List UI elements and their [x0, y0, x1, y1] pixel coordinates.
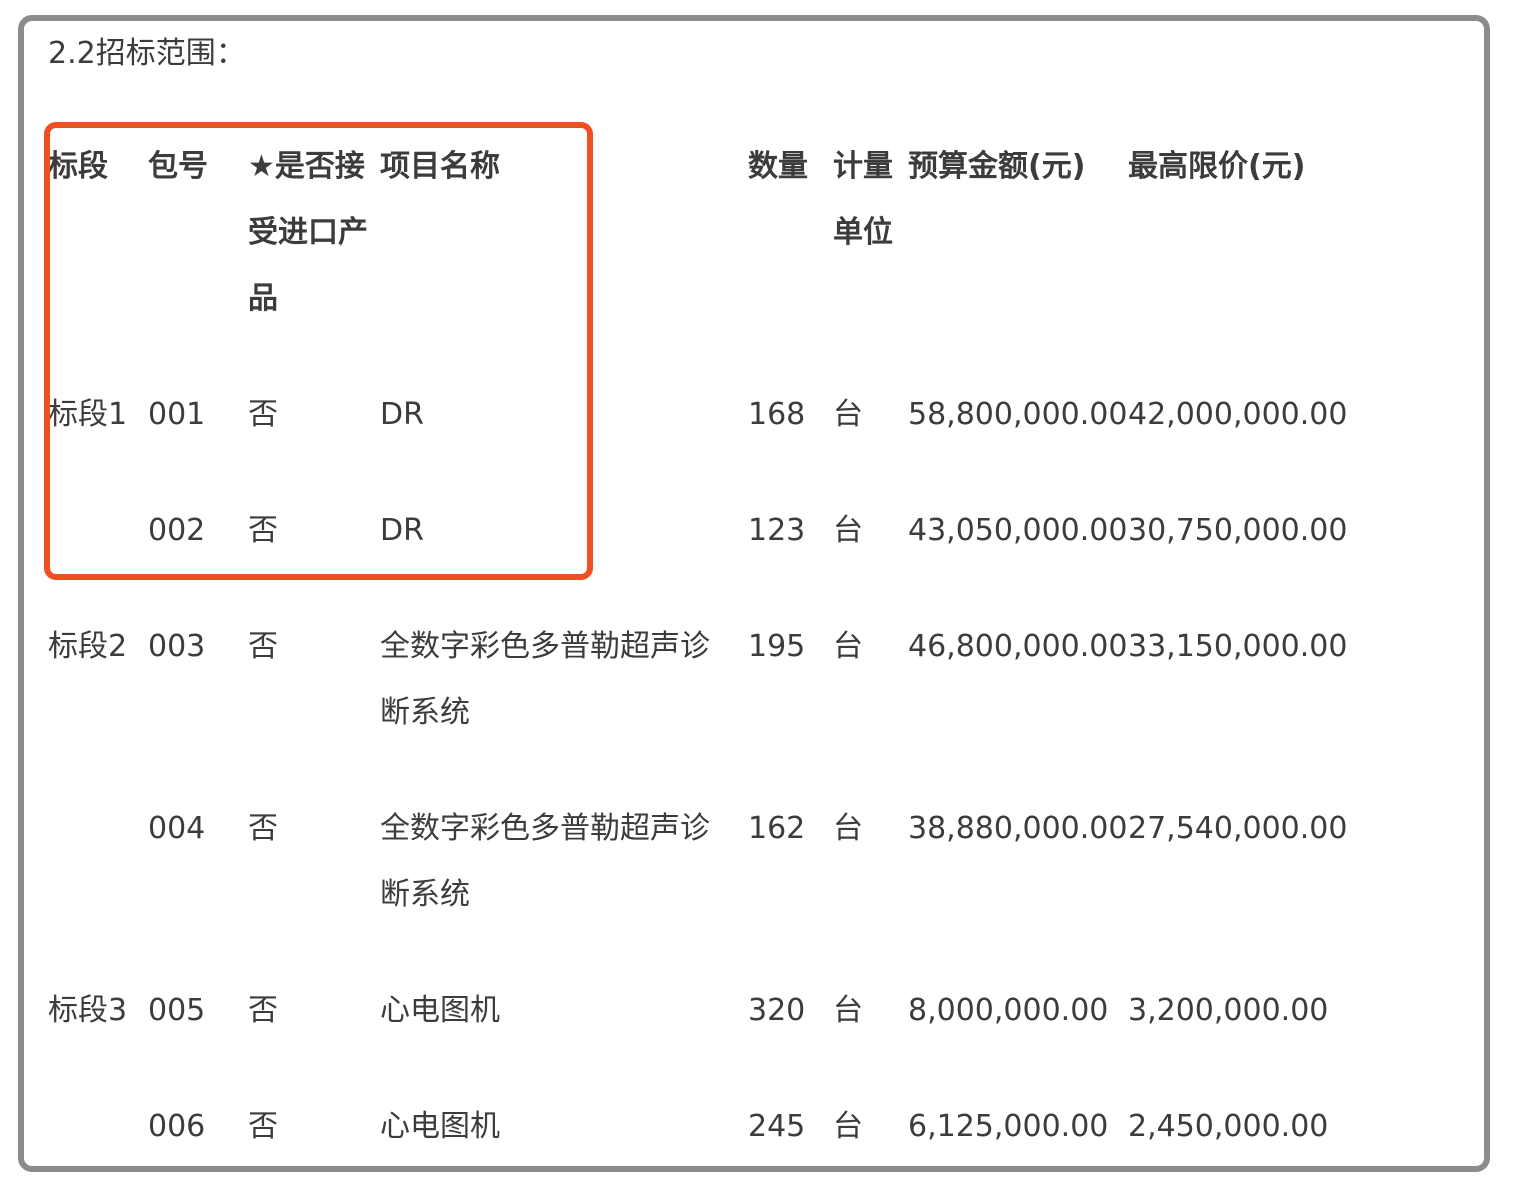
cell-quantity: 320: [748, 993, 806, 1028]
cell-quantity: 195: [748, 629, 806, 664]
cell-accept-import: 否: [248, 513, 278, 548]
cell-package-no: 006: [148, 1109, 206, 1144]
table-row: 004 否 全数字彩色多普勒超声诊断系统 162 台 38,880,000.00…: [48, 771, 1478, 953]
cell-budget-amount: 6,125,000.00: [908, 1109, 1109, 1144]
cell-unit: 台: [833, 811, 863, 846]
cell-project-name: DR: [380, 397, 424, 432]
cell-project-name: 心电图机: [380, 1109, 500, 1144]
cell-section: 标段3: [48, 993, 128, 1028]
cell-section: [48, 771, 148, 953]
cell-accept-import: 否: [248, 993, 278, 1028]
cell-package-no: 005: [148, 993, 206, 1028]
table-header-row: 标段 包号 ★是否接受进口产品 项目名称 数量 计量单位 预算金额(元) 最高限…: [48, 109, 1478, 357]
cell-budget-amount: 8,000,000.00: [908, 993, 1109, 1028]
cell-accept-import: 否: [248, 397, 278, 432]
table-row: 006 否 心电图机 245 台 6,125,000.00 2,450,000.…: [48, 1069, 1478, 1165]
col-header-project-name: 项目名称: [380, 149, 500, 184]
cell-max-price: 27,540,000.00: [1128, 811, 1348, 846]
cell-unit: 台: [833, 1109, 863, 1144]
col-header-accept-import: ★是否接受进口产品: [248, 149, 368, 316]
cell-max-price: 42,000,000.00: [1128, 397, 1348, 432]
cell-quantity: 245: [748, 1109, 806, 1144]
cell-budget-amount: 58,800,000.00: [908, 397, 1128, 432]
cell-budget-amount: 43,050,000.00: [908, 513, 1128, 548]
cell-quantity: 123: [748, 513, 806, 548]
cell-project-name: 全数字彩色多普勒超声诊断系统: [380, 811, 710, 912]
table-row: 002 否 DR 123 台 43,050,000.00 30,750,000.…: [48, 473, 1478, 589]
bidding-scope-table: 标段 包号 ★是否接受进口产品 项目名称 数量 计量单位 预算金额(元) 最高限…: [48, 109, 1478, 1165]
col-header-section: 标段: [48, 149, 108, 184]
cell-section: 标段2: [48, 629, 128, 664]
cell-project-name: DR: [380, 513, 424, 548]
cell-accept-import: 否: [248, 1109, 278, 1144]
col-header-budget-amount: 预算金额(元): [908, 149, 1086, 184]
cell-quantity: 168: [748, 397, 806, 432]
document-panel: 2.2招标范围： 标段 包号 ★是否接受进口产品 项目名称 数量 计量单位 预算…: [18, 15, 1490, 1172]
col-header-max-price: 最高限价(元): [1128, 149, 1306, 184]
cell-accept-import: 否: [248, 629, 278, 664]
table-row: 标段1 001 否 DR 168 台 58,800,000.00 42,000,…: [48, 357, 1478, 473]
cell-section: [48, 1069, 148, 1165]
cell-unit: 台: [833, 513, 863, 548]
cell-max-price: 3,200,000.00: [1128, 993, 1329, 1028]
section-title: 2.2招标范围：: [48, 36, 246, 71]
cell-budget-amount: 46,800,000.00: [908, 629, 1128, 664]
cell-section: [48, 473, 148, 589]
col-header-quantity: 数量: [748, 149, 808, 184]
cell-package-no: 002: [148, 513, 206, 548]
cell-max-price: 30,750,000.00: [1128, 513, 1348, 548]
cell-quantity: 162: [748, 811, 806, 846]
cell-project-name: 全数字彩色多普勒超声诊断系统: [380, 629, 710, 730]
cell-package-no: 004: [148, 811, 206, 846]
table-row: 标段3 005 否 心电图机 320 台 8,000,000.00 3,200,…: [48, 953, 1478, 1069]
table-row: 标段2 003 否 全数字彩色多普勒超声诊断系统 195 台 46,800,00…: [48, 589, 1478, 771]
cell-accept-import: 否: [248, 811, 278, 846]
col-header-unit: 计量单位: [833, 149, 893, 250]
col-header-package-no: 包号: [148, 149, 208, 184]
cell-section: 标段1: [48, 397, 128, 432]
cell-budget-amount: 38,880,000.00: [908, 811, 1128, 846]
cell-package-no: 001: [148, 397, 206, 432]
cell-max-price: 2,450,000.00: [1128, 1109, 1329, 1144]
cell-unit: 台: [833, 993, 863, 1028]
cell-unit: 台: [833, 397, 863, 432]
cell-package-no: 003: [148, 629, 206, 664]
cell-project-name: 心电图机: [380, 993, 500, 1028]
cell-max-price: 33,150,000.00: [1128, 629, 1348, 664]
cell-unit: 台: [833, 629, 863, 664]
